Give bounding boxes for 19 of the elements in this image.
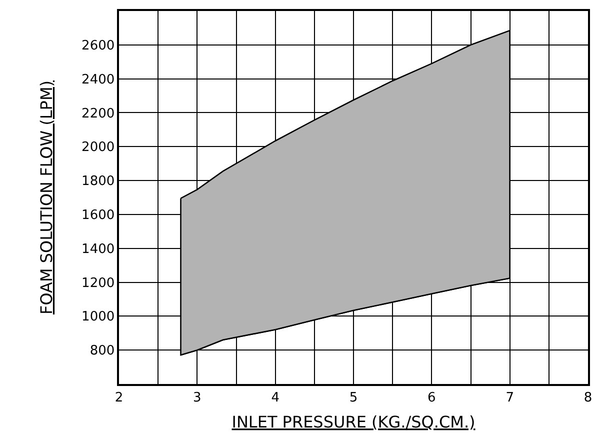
y-tick-label: 2000 [82, 140, 115, 156]
y-tick-label: 800 [90, 344, 115, 359]
y-tick-label: 1000 [82, 310, 115, 325]
y-tick-label: 2200 [82, 106, 115, 122]
x-tick-label: 5 [349, 390, 358, 406]
x-tick-label: 8 [584, 390, 592, 406]
x-axis-title: INLET PRESSURE (KG./SQ.CM.) [232, 412, 476, 432]
y-tick-label: 2400 [82, 72, 115, 88]
x-tick-label: 4 [271, 390, 280, 406]
y-axis-title: FOAM SOLUTION FLOW (LPM) [36, 80, 56, 314]
x-tick-label: 7 [506, 390, 514, 406]
x-tick-label: 6 [428, 390, 436, 406]
x-tick-label: 2 [114, 390, 124, 406]
y-tick-label: 1200 [82, 276, 115, 291]
y-tick-label: 1400 [82, 242, 115, 257]
y-tick-label: 1800 [82, 174, 115, 190]
x-tick-label: 3 [193, 390, 202, 406]
y-tick-label: 1600 [82, 208, 115, 223]
y-tick-label: 2600 [82, 38, 115, 54]
